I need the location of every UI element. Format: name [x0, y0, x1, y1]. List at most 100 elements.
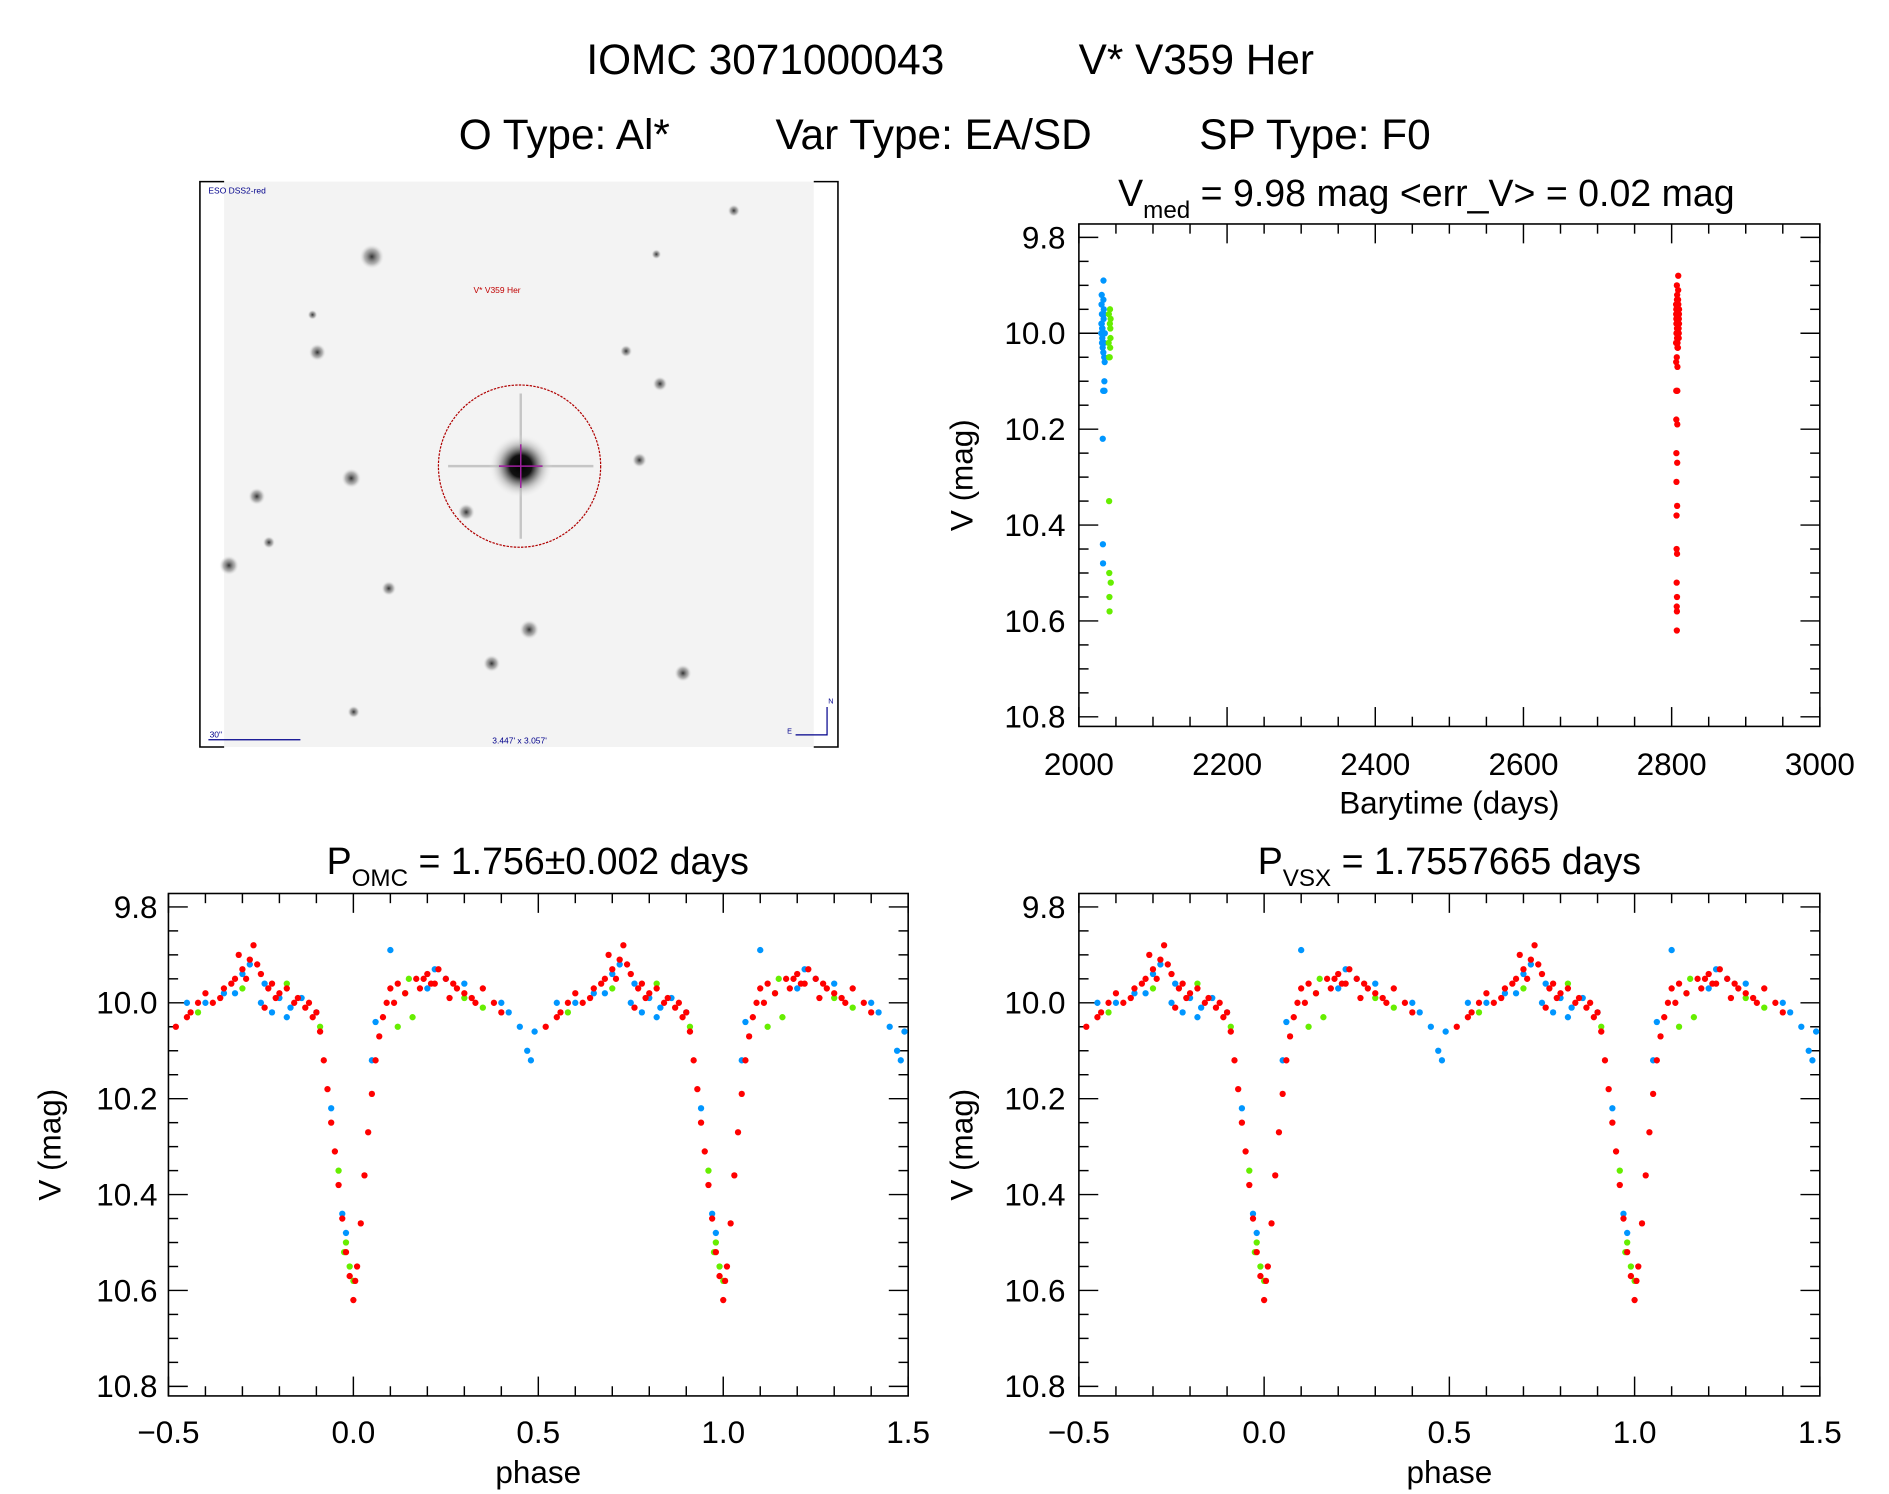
data-point-red	[472, 999, 479, 1006]
data-point-red	[324, 1085, 331, 1093]
data-point-blue	[1100, 306, 1107, 313]
data-point-red	[335, 1181, 342, 1189]
data-point-red	[1220, 1014, 1227, 1021]
data-point-red	[1653, 1057, 1660, 1064]
data-point-red	[1668, 985, 1675, 992]
data-point-red	[302, 1004, 309, 1011]
data-point-red	[305, 999, 313, 1006]
data-point-red	[1620, 1215, 1627, 1222]
data-point-red	[749, 1014, 756, 1021]
data-point-red	[272, 994, 279, 1002]
data-point-red	[479, 985, 486, 992]
data-point-red	[860, 999, 867, 1006]
data-point-red	[1501, 985, 1509, 992]
data-point-red	[723, 1263, 731, 1270]
data-point-red	[1624, 1248, 1631, 1256]
data-point-red	[1735, 985, 1742, 992]
data-point-red	[1673, 354, 1680, 361]
data-point-green	[1675, 1023, 1683, 1030]
data-point-blue	[831, 980, 838, 987]
data-point-blue	[1238, 1105, 1246, 1112]
title-sub: med	[1143, 197, 1190, 224]
x-axis-label: phase	[495, 1455, 581, 1490]
data-point-blue	[202, 999, 209, 1006]
data-point-red	[435, 966, 442, 973]
data-point-green	[194, 1009, 202, 1016]
data-point-blue	[1653, 1018, 1660, 1026]
data-point-blue	[1798, 1023, 1805, 1030]
data-point-blue	[1157, 961, 1164, 968]
data-point-red	[376, 1033, 383, 1040]
data-point-red	[849, 985, 856, 992]
data-point-red	[1638, 1220, 1646, 1227]
data-point-blue	[1568, 1004, 1575, 1011]
data-point-blue	[283, 1014, 290, 1021]
x-tick-label: 1.0	[1613, 1415, 1657, 1450]
data-point-red	[1549, 980, 1557, 987]
data-point-red	[1353, 975, 1360, 982]
data-point-red	[683, 1009, 690, 1016]
data-point-blue	[1609, 1105, 1616, 1112]
data-point-red	[1524, 975, 1531, 982]
data-point-red	[1675, 272, 1682, 279]
data-point-red	[379, 1014, 387, 1021]
data-point-red	[1564, 985, 1572, 992]
data-point-blue	[901, 1028, 908, 1035]
data-point-red	[1164, 961, 1171, 968]
data-point-red	[1401, 999, 1409, 1006]
x-tick-label: 2600	[1488, 747, 1558, 782]
data-point-red	[1146, 951, 1153, 959]
data-point-red	[1601, 1057, 1609, 1064]
plot-title: Vmed = 9.98 mag <err_V> = 0.02 mag	[1118, 172, 1734, 224]
data-point-red	[209, 999, 216, 1006]
data-point-green	[405, 975, 413, 982]
data-point-green	[1246, 1167, 1253, 1174]
plot-frame	[1078, 892, 1821, 1397]
data-point-blue	[1249, 1210, 1257, 1217]
y-tick-label: 10.2	[1004, 412, 1065, 447]
data-point-red	[416, 985, 424, 992]
header: IOMC 3071000043 V* V359 Her O Type: Al* …	[459, 36, 1431, 158]
data-point-blue	[1094, 999, 1101, 1006]
data-point-red	[1279, 1090, 1286, 1098]
finder-chart: ESO DSS2-red V* V359 Her 30" 3.447' x 3.…	[199, 180, 839, 748]
data-point-red	[705, 1181, 712, 1189]
data-point-red	[757, 985, 764, 992]
data-point-green	[764, 1023, 771, 1030]
data-point-red	[228, 980, 235, 987]
data-point-blue	[461, 980, 468, 987]
data-point-blue	[1168, 999, 1175, 1006]
otype: O Type: Al*	[459, 111, 670, 158]
data-point-red	[1673, 296, 1681, 303]
data-point-red	[1294, 999, 1301, 1006]
data-point-blue	[609, 970, 616, 978]
data-point-red	[1538, 970, 1546, 978]
data-point-blue	[1705, 985, 1712, 992]
data-point-red	[553, 1014, 560, 1021]
data-point-red	[1673, 627, 1680, 634]
data-point-red	[1673, 512, 1680, 519]
data-point-green	[1106, 320, 1114, 327]
data-point-green	[1627, 1263, 1635, 1270]
data-point-red	[1083, 1023, 1090, 1030]
y-tick-label: 10.4	[1004, 1177, 1065, 1212]
data-point-red	[194, 999, 202, 1006]
data-point-red	[1153, 975, 1160, 982]
data-point-blue	[1099, 325, 1106, 332]
data-point-red	[1201, 999, 1208, 1006]
data-point-red	[838, 994, 845, 1002]
data-point-red	[1186, 990, 1194, 997]
data-point-red	[1674, 330, 1682, 337]
data-point-blue	[1512, 990, 1520, 997]
data-point-red	[690, 1057, 697, 1064]
data-point-red	[660, 999, 668, 1006]
data-point-red	[697, 1119, 705, 1126]
x-tick-label: 0.5	[516, 1415, 560, 1450]
data-point-green	[1107, 579, 1114, 586]
data-point-red	[782, 975, 790, 982]
data-point-green	[1372, 994, 1379, 1002]
data-point-red	[1673, 593, 1681, 601]
data-point-red	[1575, 994, 1583, 1002]
data-point-red	[183, 1014, 191, 1021]
data-point-red	[1673, 449, 1680, 457]
